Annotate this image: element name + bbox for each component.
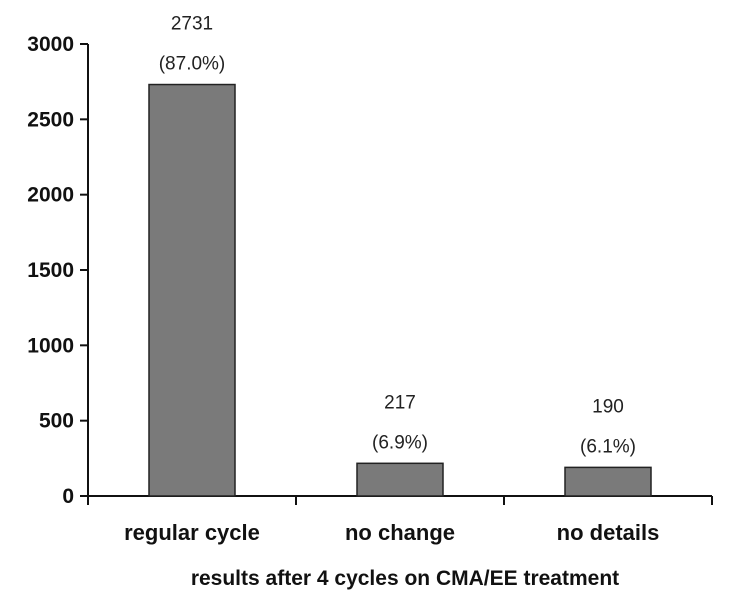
x-tick-label: regular cycle (124, 520, 260, 545)
bar (148, 83, 236, 497)
data-labels: 2731 (87.0%) 217 (6.9%) 190 (6.1%) (159, 14, 636, 458)
bar-percent-label: (6.9%) (372, 432, 428, 453)
y-axis: 0 500 1000 1500 2000 2500 3000 (27, 33, 89, 508)
x-axis: regular cycle no change no details (87, 495, 713, 545)
bar (564, 466, 652, 497)
y-tick-label: 1500 (27, 259, 74, 282)
y-tick-label: 3000 (27, 33, 74, 56)
bar-percent-label: (6.1%) (580, 436, 636, 457)
y-tick-label: 1000 (27, 334, 74, 357)
y-tick-label: 500 (39, 410, 74, 433)
bars (148, 83, 652, 497)
y-tick-label: 2000 (27, 184, 74, 207)
y-tick-label: 0 (62, 485, 74, 508)
x-tick-label: no details (557, 520, 660, 545)
x-axis-title: results after 4 cycles on CMA/EE treatme… (191, 567, 619, 590)
bar-value-label: 190 (592, 396, 624, 417)
bar-value-label: 2731 (171, 14, 213, 35)
bar (356, 462, 444, 497)
y-tick-label: 2500 (27, 108, 74, 131)
bar-value-label: 217 (384, 392, 416, 413)
bar-percent-label: (87.0%) (159, 54, 226, 75)
x-tick-label: no change (345, 520, 455, 545)
